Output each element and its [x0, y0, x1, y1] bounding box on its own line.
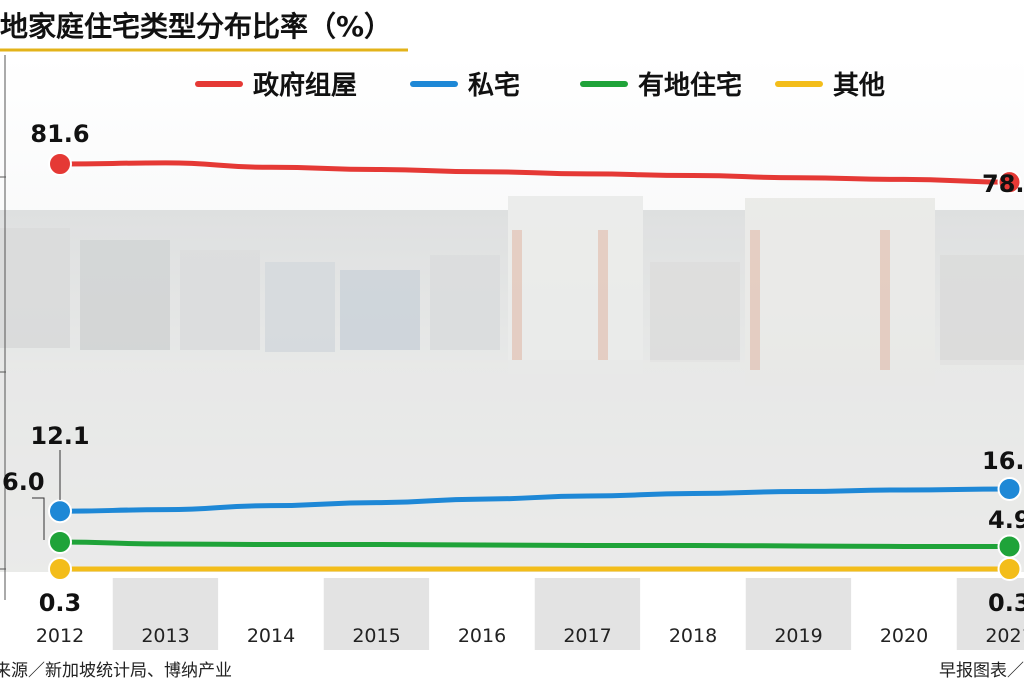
x-band-2019 [745, 578, 852, 650]
x-tick-label: 2013 [141, 625, 189, 647]
data-label: 6.0 [2, 468, 45, 496]
data-label: 0.3 [39, 589, 82, 617]
legend-label: 政府组屋 [253, 70, 357, 101]
series-point [48, 557, 72, 581]
x-tick-label: 2012 [36, 625, 84, 647]
legend-label: 有地住宅 [638, 70, 742, 101]
x-band-2015 [323, 578, 430, 650]
chart-title: 地家庭住宅类型分布比率（%） [0, 10, 392, 43]
x-tick-label: 2014 [247, 625, 295, 647]
series-point [997, 476, 1022, 501]
x-band-2012 [7, 578, 113, 650]
label-leader-line [32, 497, 45, 540]
x-band-2020 [851, 578, 957, 650]
data-label-layer: 81.6 12.1 6.0 0.3 78.3 16.5 4.9 0.3 [2, 120, 1024, 617]
legend-label: 其他 [833, 71, 885, 101]
x-band-2014 [218, 578, 324, 650]
series-point [997, 170, 1022, 195]
data-label: 12.1 [30, 422, 89, 450]
data-label: 4.9 [988, 506, 1024, 534]
x-tick-label: 2019 [774, 625, 822, 647]
series-point [997, 557, 1022, 581]
x-band-2021 [956, 578, 1024, 650]
series-point [997, 534, 1022, 559]
series-line [57, 539, 1012, 549]
x-tick-label: 2018 [669, 625, 717, 647]
x-tick-label: 2020 [880, 625, 928, 647]
data-label: 0.3 [988, 589, 1024, 617]
data-label: 81.6 [30, 120, 89, 148]
x-band-2018 [640, 578, 746, 650]
x-tick-label: 2015 [352, 625, 400, 647]
series-layer [48, 152, 1022, 581]
y-axis-ticks [0, 176, 6, 570]
x-tick-label: 2017 [563, 625, 611, 647]
source-note: 来源／新加坡统计局、博纳产业 [0, 661, 232, 681]
series-point [48, 152, 72, 176]
data-label: 78.3 [982, 170, 1024, 198]
x-tick-label: 2021 [985, 625, 1024, 647]
x-band-2017 [534, 578, 641, 650]
x-axis-bands [7, 578, 1024, 650]
x-axis-tick-labels: 2012 2013 2014 2015 2016 2017 2018 2019 2020 2021 [36, 625, 1024, 647]
x-band-2016 [429, 578, 535, 650]
legend-label: 私宅 [468, 70, 520, 101]
x-tick-label: 2016 [458, 625, 506, 647]
series-line [57, 486, 1012, 514]
legend: 政府组屋 私宅 有地住宅 其他 [195, 70, 885, 101]
series-line [57, 160, 1012, 185]
data-label: 16.5 [982, 447, 1024, 475]
city-photo-backdrop [0, 196, 1024, 572]
series-point [48, 530, 72, 554]
credit-note: 早报图表／ [939, 661, 1024, 681]
series-point [48, 499, 72, 524]
x-band-2013 [112, 578, 219, 650]
